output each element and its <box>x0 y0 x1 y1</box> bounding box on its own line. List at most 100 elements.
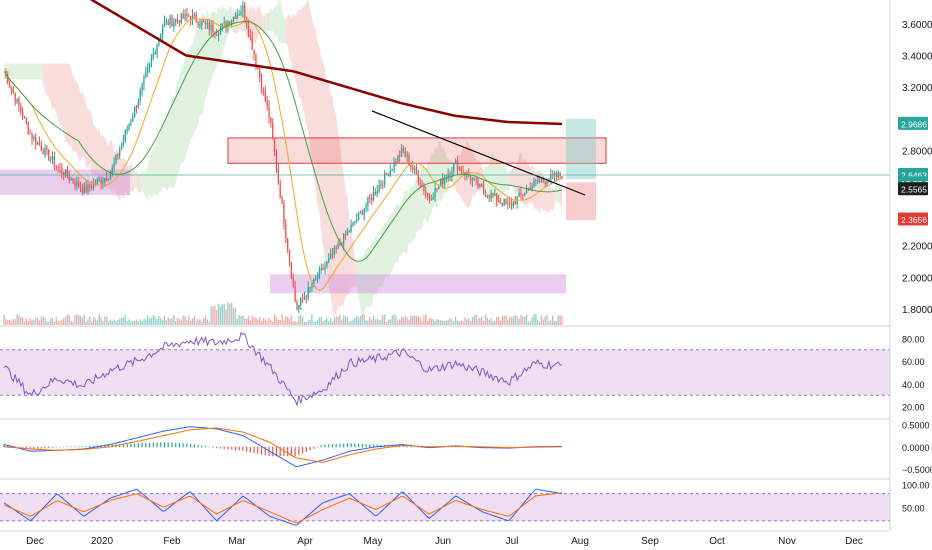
candle[interactable] <box>380 184 382 186</box>
candle[interactable] <box>12 89 14 94</box>
candle[interactable] <box>120 144 123 150</box>
candle[interactable] <box>546 182 548 184</box>
candle[interactable] <box>477 179 479 188</box>
candle[interactable] <box>193 14 196 16</box>
candle[interactable] <box>531 186 533 191</box>
candle[interactable] <box>145 72 147 78</box>
candle[interactable] <box>482 186 485 192</box>
candle[interactable] <box>524 193 526 196</box>
candle[interactable] <box>550 174 552 180</box>
candle[interactable] <box>354 221 356 223</box>
candle[interactable] <box>68 176 70 180</box>
candle[interactable] <box>81 188 84 194</box>
candle[interactable] <box>152 53 154 59</box>
candle[interactable] <box>561 176 563 179</box>
candle[interactable] <box>72 178 74 183</box>
candle[interactable] <box>158 38 160 45</box>
candle[interactable] <box>76 181 78 186</box>
candle[interactable] <box>512 201 515 206</box>
candle[interactable] <box>105 178 108 181</box>
candle[interactable] <box>42 150 44 155</box>
candle[interactable] <box>425 191 427 194</box>
candle[interactable] <box>117 154 119 156</box>
candle[interactable] <box>212 25 214 33</box>
candle[interactable] <box>413 168 416 170</box>
candle[interactable] <box>395 161 397 164</box>
candle[interactable] <box>419 182 421 186</box>
candle[interactable] <box>195 14 197 22</box>
candle[interactable] <box>440 179 442 185</box>
candle[interactable] <box>22 112 24 118</box>
candle[interactable] <box>469 176 472 181</box>
candle[interactable] <box>31 133 33 139</box>
candle[interactable] <box>300 298 302 305</box>
candle[interactable] <box>285 224 287 239</box>
macd-panel[interactable] <box>3 426 563 468</box>
candle[interactable] <box>89 184 91 187</box>
candle[interactable] <box>229 21 231 25</box>
candle[interactable] <box>247 25 250 35</box>
rsi-panel[interactable] <box>0 331 890 407</box>
candle[interactable] <box>451 171 453 176</box>
candle[interactable] <box>417 174 419 183</box>
resistance-zone[interactable] <box>227 137 607 164</box>
candle[interactable] <box>197 21 199 26</box>
candle[interactable] <box>294 286 296 302</box>
candle[interactable] <box>348 231 350 233</box>
candle[interactable] <box>438 184 440 189</box>
candle[interactable] <box>249 34 252 37</box>
candle[interactable] <box>363 209 365 215</box>
candle[interactable] <box>382 184 384 186</box>
candle[interactable] <box>130 121 132 125</box>
candle[interactable] <box>225 21 227 27</box>
candle[interactable] <box>408 155 410 166</box>
candle[interactable] <box>115 154 117 163</box>
candle[interactable] <box>357 212 360 220</box>
candle[interactable] <box>391 169 393 171</box>
candle[interactable] <box>292 278 294 287</box>
candle[interactable] <box>499 201 502 203</box>
candle[interactable] <box>231 20 233 25</box>
candle[interactable] <box>456 160 459 170</box>
candle[interactable] <box>255 54 257 66</box>
candle[interactable] <box>124 130 126 140</box>
candle[interactable] <box>204 22 207 24</box>
candle[interactable] <box>533 180 535 187</box>
candle[interactable] <box>227 21 229 27</box>
candle[interactable] <box>23 117 26 119</box>
candle[interactable] <box>169 17 171 25</box>
candle[interactable] <box>314 278 317 280</box>
candle[interactable] <box>14 93 16 103</box>
candle[interactable] <box>421 185 423 187</box>
candle[interactable] <box>339 243 341 245</box>
candle[interactable] <box>490 193 492 198</box>
candle[interactable] <box>216 35 218 37</box>
candle[interactable] <box>53 156 56 167</box>
candle[interactable] <box>137 100 140 108</box>
candle[interactable] <box>287 238 289 251</box>
candle[interactable] <box>505 199 507 204</box>
candle[interactable] <box>184 13 186 19</box>
candle[interactable] <box>540 179 543 181</box>
candle[interactable] <box>251 36 253 50</box>
candle[interactable] <box>238 14 240 16</box>
candle[interactable] <box>479 183 481 188</box>
candle[interactable] <box>92 183 95 188</box>
candle[interactable] <box>156 44 158 53</box>
candle[interactable] <box>473 178 475 180</box>
candle[interactable] <box>344 233 347 236</box>
candle[interactable] <box>191 14 194 20</box>
candle[interactable] <box>203 20 205 23</box>
candle[interactable] <box>432 196 434 200</box>
candle[interactable] <box>356 219 358 222</box>
candle[interactable] <box>139 90 141 101</box>
candle[interactable] <box>462 170 464 173</box>
candle[interactable] <box>132 116 134 122</box>
candle[interactable] <box>488 196 490 198</box>
candle[interactable] <box>369 197 371 199</box>
candle[interactable] <box>322 268 324 270</box>
candle[interactable] <box>25 117 28 124</box>
candle[interactable] <box>87 184 89 192</box>
candle[interactable] <box>266 100 268 106</box>
candle[interactable] <box>244 5 246 19</box>
